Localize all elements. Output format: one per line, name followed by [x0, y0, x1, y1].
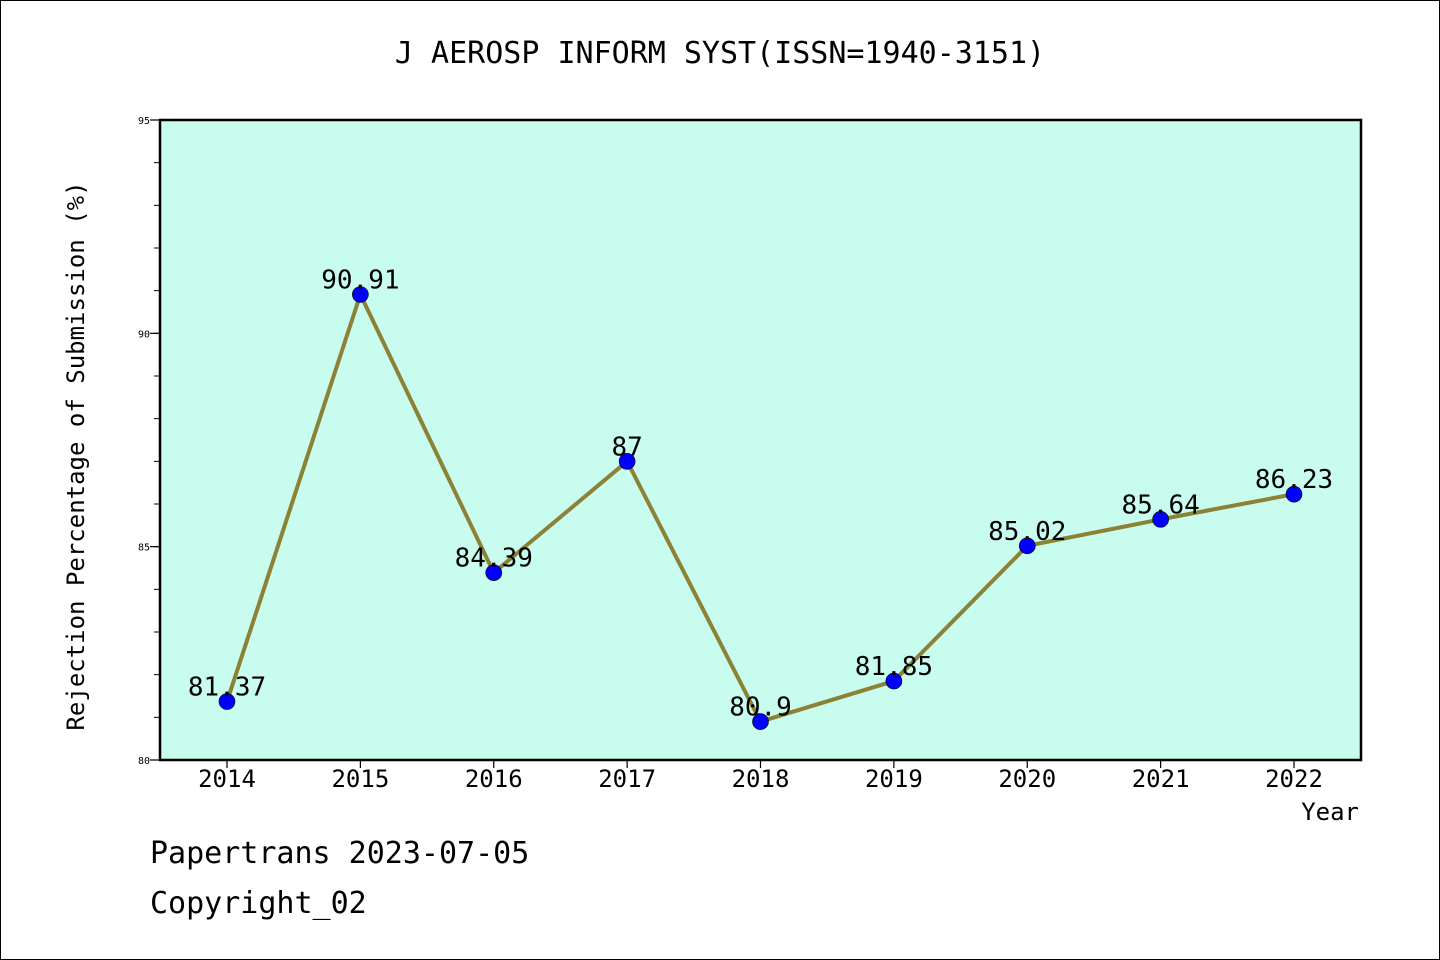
- x-tick-label: 2021: [1132, 765, 1190, 793]
- data-label: 80.9: [729, 693, 792, 723]
- data-point: [618, 453, 636, 470]
- data-label: 85.02: [988, 517, 1066, 547]
- data-label: 84.39: [455, 544, 533, 574]
- data-label: 87: [611, 432, 642, 462]
- data-point: [218, 693, 236, 710]
- y-axis-label: Rejection Percentage of Submission (%): [62, 181, 90, 730]
- plot-area: [160, 120, 1361, 760]
- x-tick-label: 2016: [465, 765, 523, 793]
- plot-border: [158, 118, 1363, 762]
- data-point: [485, 564, 503, 581]
- data-label: 81.85: [855, 652, 933, 682]
- x-tick-label: 2019: [865, 765, 923, 793]
- x-axis-label: Year: [1301, 798, 1359, 826]
- footer-copyright: Copyright_02: [150, 886, 367, 921]
- footer-date: Papertrans 2023-07-05: [150, 836, 530, 871]
- data-point: [752, 713, 769, 730]
- y-tick-label: 85: [138, 543, 150, 554]
- y-tick-label: 80: [138, 756, 150, 767]
- data-label: 86.23: [1255, 465, 1333, 495]
- x-tick-label: 2020: [998, 765, 1056, 793]
- y-axis-ticks: 80 85 90 95: [138, 116, 160, 767]
- data-point: [352, 286, 369, 303]
- x-tick-label: 2015: [331, 765, 389, 793]
- data-point: [885, 672, 903, 690]
- data-label: 81.37: [188, 673, 266, 703]
- data-point: [1285, 485, 1303, 503]
- x-tick-label: 2017: [598, 765, 656, 793]
- data-label: 85.64: [1121, 490, 1199, 520]
- y-tick-label: 95: [138, 116, 150, 127]
- x-tick-label: 2022: [1265, 765, 1323, 793]
- data-labels: 81.37 90.91 84.39 87 80.9 81.85 85.02 85.64 86.2…: [188, 266, 1333, 723]
- x-tick-label: 2018: [732, 765, 790, 793]
- data-point: [1018, 537, 1036, 555]
- x-axis-ticks: 2014 2015 2016 2017 2018 2019 2020 2021 2022: [198, 760, 1323, 793]
- data-point: [1152, 511, 1169, 528]
- chart-title: J AEROSP INFORM SYST(ISSN=1940-3151): [394, 36, 1046, 71]
- x-tick-label: 2014: [198, 765, 256, 793]
- data-label: 90.91: [321, 266, 399, 296]
- y-tick-label: 90: [138, 329, 150, 340]
- data-markers: [218, 286, 1303, 730]
